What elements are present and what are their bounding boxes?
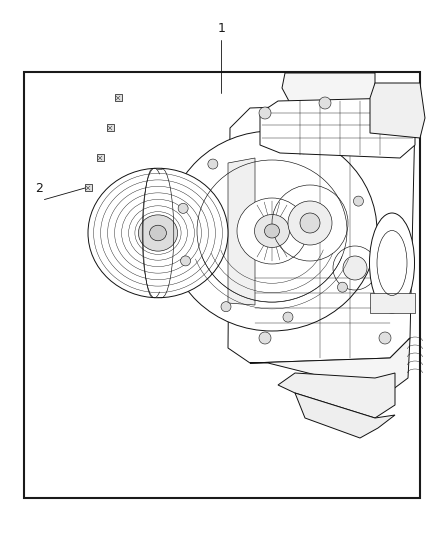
Circle shape (178, 204, 188, 213)
Polygon shape (295, 393, 395, 438)
Polygon shape (282, 73, 375, 105)
Ellipse shape (254, 214, 290, 247)
Circle shape (343, 256, 367, 280)
Bar (107, 124, 114, 131)
Circle shape (180, 256, 191, 266)
Bar (97, 154, 104, 161)
Polygon shape (370, 83, 425, 138)
Bar (85, 184, 92, 191)
Circle shape (353, 196, 364, 206)
Circle shape (259, 332, 271, 344)
Circle shape (379, 107, 391, 119)
Text: 1: 1 (217, 22, 225, 35)
Text: 2: 2 (35, 182, 43, 195)
Polygon shape (370, 293, 415, 313)
Circle shape (259, 107, 271, 119)
Bar (24, 72, 420, 498)
Polygon shape (250, 338, 410, 393)
Ellipse shape (370, 213, 414, 313)
Ellipse shape (138, 215, 177, 251)
Ellipse shape (167, 131, 377, 331)
Circle shape (208, 159, 218, 169)
Polygon shape (228, 103, 415, 363)
Circle shape (379, 332, 391, 344)
Ellipse shape (88, 168, 228, 298)
Polygon shape (278, 373, 395, 418)
Circle shape (298, 144, 308, 154)
Ellipse shape (237, 198, 307, 264)
Polygon shape (228, 158, 255, 305)
Circle shape (300, 213, 320, 233)
Circle shape (221, 302, 231, 312)
Ellipse shape (150, 225, 166, 241)
Circle shape (288, 201, 332, 245)
Polygon shape (260, 98, 415, 158)
Bar (115, 94, 122, 101)
Ellipse shape (265, 224, 279, 238)
Circle shape (319, 97, 331, 109)
Circle shape (283, 312, 293, 322)
Circle shape (337, 282, 347, 292)
